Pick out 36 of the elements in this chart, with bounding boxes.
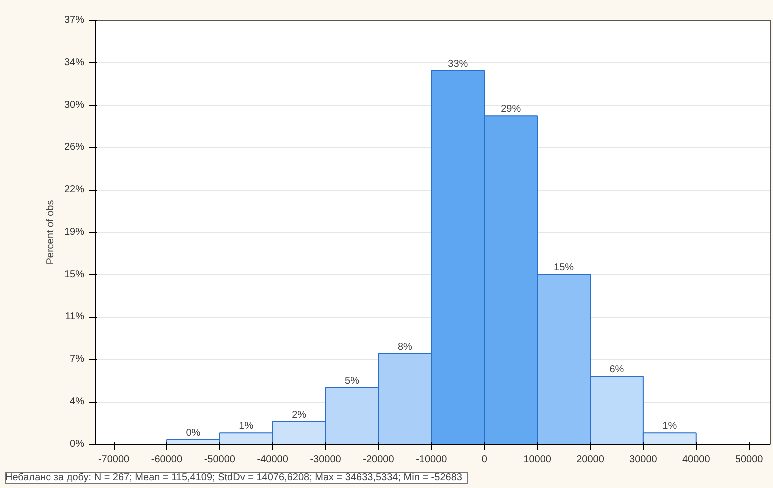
data-label: 1%	[662, 421, 678, 432]
x-tick-label: -70000	[98, 454, 130, 466]
data-label: 5%	[345, 376, 360, 387]
x-tick-label: 0	[482, 454, 488, 466]
y-tick-label: 34%	[64, 57, 85, 68]
data-label: 29%	[501, 104, 522, 116]
x-tick-label: 50000	[735, 454, 764, 466]
data-label: 1%	[239, 421, 254, 432]
data-label: 33%	[448, 58, 468, 70]
x-tick-label: -50000	[204, 454, 236, 466]
y-axis-title: Percent of obs	[45, 200, 56, 265]
y-tick-label: 22%	[64, 184, 85, 196]
y-tick-label: 11%	[65, 312, 85, 323]
x-tick-label: -30000	[310, 454, 342, 466]
x-tick-label: 40000	[682, 454, 711, 466]
x-tick-label: -40000	[257, 454, 289, 466]
x-tick-label: -20000	[363, 454, 395, 466]
y-tick-label: 19%	[64, 226, 85, 238]
data-label: 6%	[610, 364, 624, 376]
y-tick-label: 0%	[70, 439, 85, 450]
data-label: 0%	[186, 428, 201, 439]
x-tick-label: 20000	[576, 454, 605, 466]
x-tick-label: -10000	[416, 454, 448, 466]
y-tick-label: 15%	[64, 269, 85, 280]
x-tick-label: 10000	[524, 454, 552, 466]
x-tick-label: 30000	[630, 454, 658, 466]
y-tick-label: 26%	[64, 142, 85, 154]
data-label: 2%	[292, 410, 307, 421]
text: Небаланс за добу: N = 267; Mean = 115,4109; StdDv = 14076,6208; Max = 34633,5334; Min = -52683	[6, 472, 463, 484]
y-tick-label: 37%	[64, 15, 85, 26]
data-label: 8%	[398, 342, 413, 353]
data-label: 15%	[554, 262, 574, 274]
y-tick-label: 4%	[70, 396, 85, 408]
y-tick-label: 30%	[64, 100, 85, 111]
x-tick-label: -60000	[151, 454, 183, 466]
y-tick-label: 7%	[70, 354, 85, 366]
